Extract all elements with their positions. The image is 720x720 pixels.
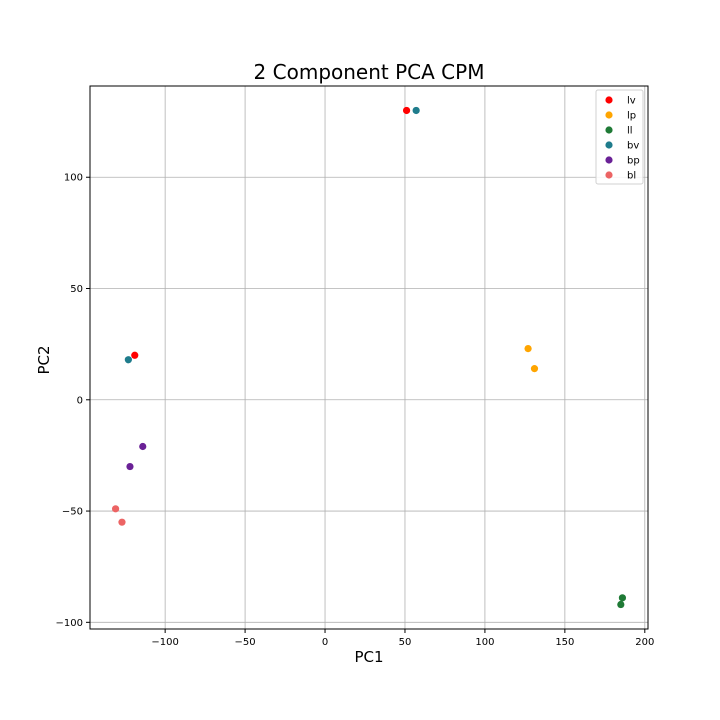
grid-layer <box>90 86 648 629</box>
x-tick-label: 100 <box>475 637 494 648</box>
x-tick-label: −50 <box>235 637 256 648</box>
x-tick-label: 150 <box>555 637 574 648</box>
data-point-lp <box>530 365 539 373</box>
data-point-lv <box>402 106 411 115</box>
y-axis-label: PC2 <box>35 345 53 375</box>
data-point-ll <box>617 600 625 609</box>
x-tick-label: 0 <box>322 637 328 648</box>
legend-marker-ll <box>605 126 613 134</box>
data-point-bl <box>118 518 126 526</box>
y-tick-label: 50 <box>70 284 83 295</box>
y-tick-label: 100 <box>64 173 83 184</box>
point-layer <box>111 106 627 609</box>
tick-layer: −100 −50 0 50 100 150 200 −100 −50 0 50 100 <box>56 173 655 648</box>
y-tick-label: 0 <box>77 395 83 406</box>
data-point-bp <box>126 462 134 471</box>
data-point-bv <box>124 356 132 364</box>
legend-marker-bv <box>605 141 613 149</box>
legend-label-bl: bl <box>627 171 636 182</box>
x-axis-label: PC1 <box>354 648 384 666</box>
y-tick-label: −100 <box>56 618 83 629</box>
data-point-lp <box>524 344 532 353</box>
data-point-lv <box>131 351 139 359</box>
data-point-bv <box>412 106 420 115</box>
legend-label-lp: lp <box>627 111 636 122</box>
plot-frame <box>89 85 649 630</box>
legend-label-lv: lv <box>627 96 636 107</box>
data-point-bl <box>111 505 120 513</box>
x-tick-label: −100 <box>151 637 178 648</box>
legend-label-bp: bp <box>627 156 640 167</box>
legend-label-ll: ll <box>627 126 633 137</box>
y-tick-label: −50 <box>62 507 83 518</box>
x-tick-label: 50 <box>399 637 412 648</box>
legend-marker-lv <box>605 96 613 104</box>
legend-marker-bl <box>605 171 613 179</box>
data-point-ll <box>618 594 627 602</box>
legend-marker-bp <box>605 156 613 164</box>
legend-marker-lp <box>605 111 613 119</box>
legend: lv lp ll bv bp bl <box>595 89 644 185</box>
legend-label-bv: bv <box>627 141 639 152</box>
chart-title: 2 Component PCA CPM <box>253 60 485 84</box>
data-point-bp <box>139 442 147 451</box>
x-tick-label: 200 <box>635 637 654 648</box>
